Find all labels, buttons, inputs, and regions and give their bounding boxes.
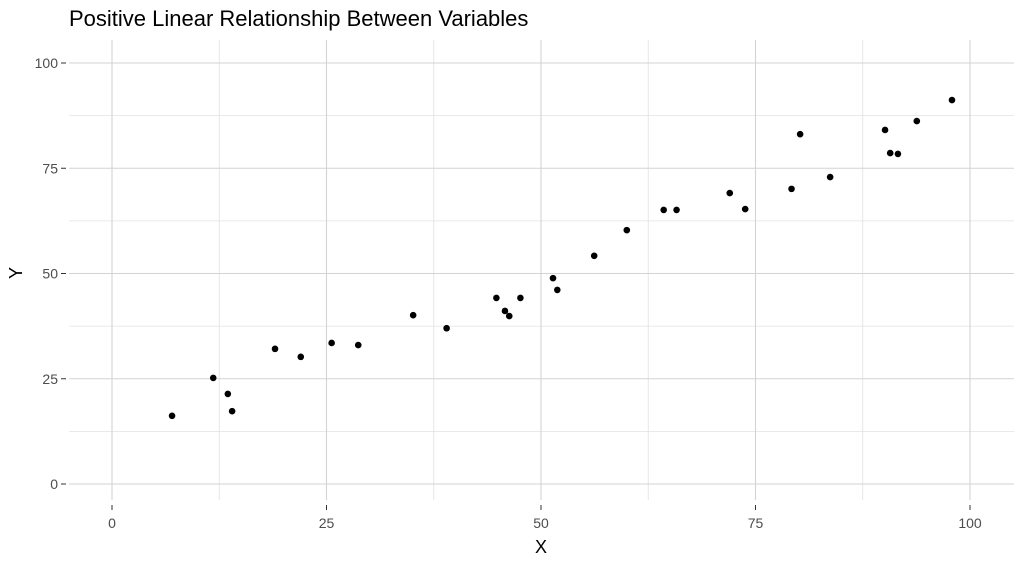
data-point bbox=[741, 205, 749, 213]
data-point bbox=[505, 312, 513, 320]
x-tick-label: 75 bbox=[748, 515, 764, 531]
data-point bbox=[826, 173, 834, 181]
y-tick-label: 25 bbox=[42, 371, 58, 387]
x-tick-label: 0 bbox=[108, 515, 116, 531]
data-point bbox=[493, 294, 500, 302]
data-point bbox=[443, 324, 450, 332]
data-points bbox=[168, 96, 956, 420]
data-point bbox=[881, 126, 889, 134]
y-tick-label: 100 bbox=[35, 55, 59, 71]
y-tick-label: 0 bbox=[50, 476, 58, 492]
data-point bbox=[228, 407, 236, 415]
x-axis-title: X bbox=[535, 537, 547, 557]
data-point bbox=[297, 353, 305, 361]
y-tick-label: 50 bbox=[42, 266, 58, 282]
data-point bbox=[788, 185, 795, 193]
axis-ticks: 0 25 50 75 100 0 25 50 75 100 bbox=[35, 55, 982, 531]
data-point bbox=[328, 339, 335, 347]
data-point bbox=[894, 150, 902, 158]
grid-lines bbox=[69, 40, 1014, 500]
x-tick-label: 25 bbox=[319, 515, 335, 531]
chart-title: Positive Linear Relationship Between Var… bbox=[69, 6, 529, 31]
data-point bbox=[554, 286, 561, 294]
data-point bbox=[501, 307, 509, 315]
data-point bbox=[168, 412, 176, 420]
x-tick-label: 50 bbox=[533, 515, 549, 531]
data-point bbox=[913, 117, 921, 125]
data-point bbox=[224, 390, 232, 398]
data-point bbox=[517, 294, 524, 302]
data-point bbox=[726, 189, 734, 197]
data-point bbox=[660, 206, 667, 214]
data-point bbox=[271, 345, 279, 353]
y-axis-title: Y bbox=[6, 267, 26, 279]
data-point bbox=[886, 149, 894, 157]
data-point bbox=[209, 374, 217, 382]
data-point bbox=[623, 226, 631, 234]
data-point bbox=[673, 206, 680, 214]
data-point bbox=[590, 252, 598, 260]
data-point bbox=[549, 274, 557, 282]
data-point bbox=[354, 341, 362, 349]
x-tick-label: 100 bbox=[958, 515, 982, 531]
data-point bbox=[409, 311, 417, 319]
y-tick-label: 75 bbox=[42, 160, 58, 176]
data-point bbox=[948, 96, 956, 104]
data-point bbox=[796, 130, 804, 138]
